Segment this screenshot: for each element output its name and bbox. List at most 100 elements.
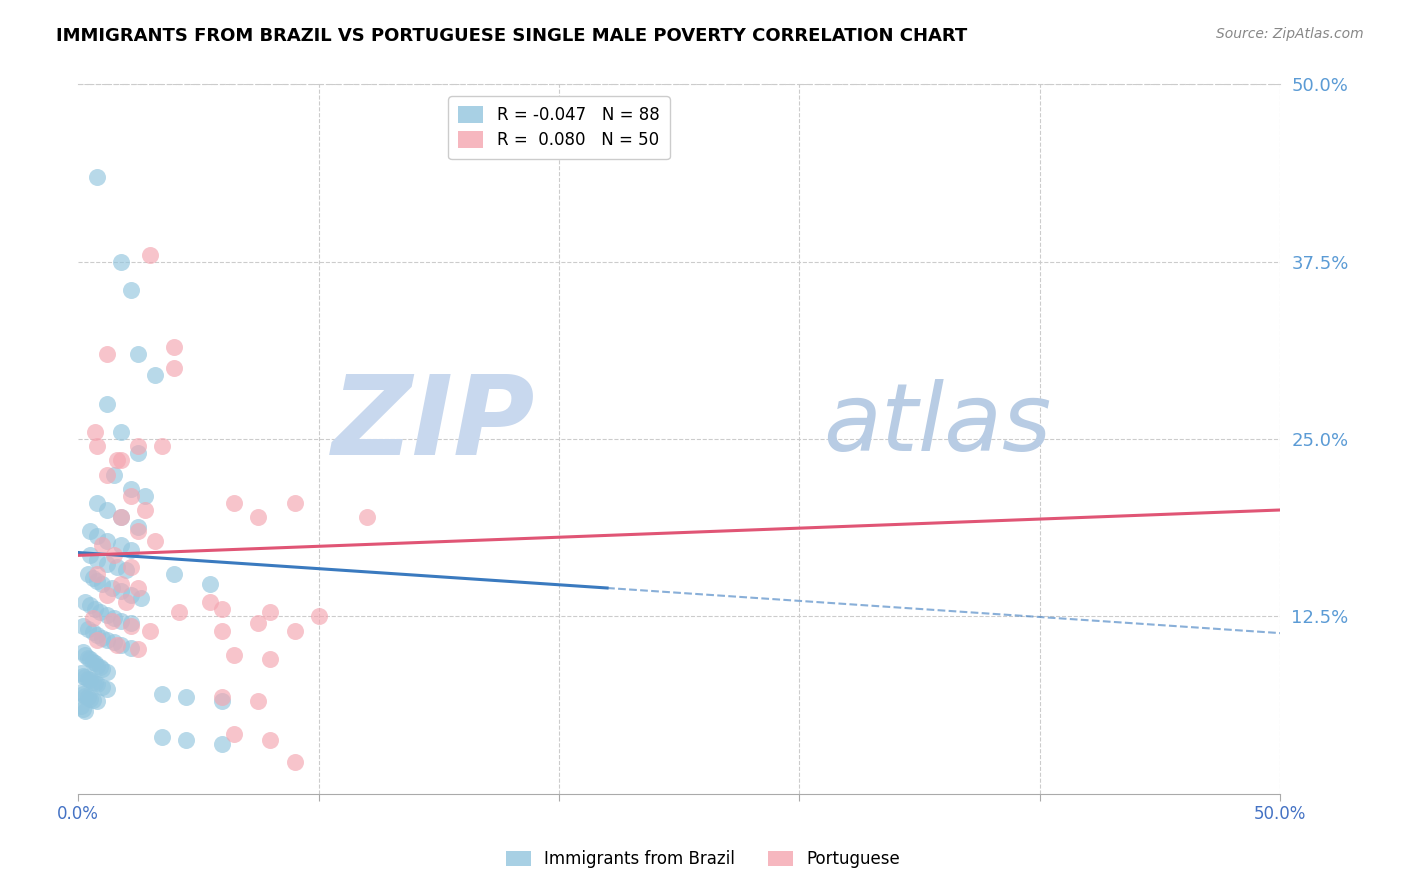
Point bbox=[103, 549, 125, 563]
Point bbox=[139, 624, 162, 638]
Point bbox=[110, 510, 132, 524]
Point bbox=[69, 666, 91, 681]
Point bbox=[86, 628, 108, 642]
Point bbox=[96, 681, 118, 696]
Point bbox=[110, 614, 132, 628]
Point bbox=[86, 574, 108, 588]
Point bbox=[96, 665, 118, 679]
Point bbox=[120, 640, 142, 655]
Point bbox=[76, 690, 98, 705]
Point bbox=[211, 694, 233, 708]
Point bbox=[356, 510, 378, 524]
Point bbox=[91, 538, 114, 552]
Point bbox=[127, 581, 149, 595]
Point bbox=[247, 616, 270, 631]
Point bbox=[101, 614, 124, 628]
Point bbox=[283, 624, 305, 638]
Point bbox=[143, 368, 166, 383]
Point bbox=[211, 602, 233, 616]
Point bbox=[86, 439, 108, 453]
Point bbox=[150, 730, 173, 744]
Point bbox=[115, 595, 138, 609]
Point bbox=[110, 538, 132, 552]
Point bbox=[82, 611, 104, 625]
Point bbox=[75, 670, 97, 684]
Text: IMMIGRANTS FROM BRAZIL VS PORTUGUESE SINGLE MALE POVERTY CORRELATION CHART: IMMIGRANTS FROM BRAZIL VS PORTUGUESE SIN… bbox=[56, 27, 967, 45]
Point bbox=[176, 690, 198, 705]
Point bbox=[79, 652, 101, 666]
Point bbox=[84, 676, 107, 690]
Point bbox=[247, 694, 270, 708]
Point bbox=[120, 542, 142, 557]
Point bbox=[82, 624, 104, 639]
Point bbox=[127, 446, 149, 460]
Text: ZIP: ZIP bbox=[332, 371, 534, 478]
Point bbox=[69, 698, 91, 713]
Point bbox=[120, 588, 142, 602]
Point bbox=[96, 396, 118, 410]
Point bbox=[105, 638, 128, 652]
Point bbox=[79, 673, 101, 688]
Point bbox=[259, 605, 281, 619]
Point bbox=[91, 681, 114, 695]
Point bbox=[283, 756, 305, 770]
Point bbox=[224, 496, 246, 510]
Point bbox=[163, 340, 186, 354]
Point bbox=[72, 701, 94, 715]
Point bbox=[91, 631, 114, 645]
Point bbox=[82, 571, 104, 585]
Point bbox=[134, 503, 156, 517]
Point bbox=[143, 534, 166, 549]
Point bbox=[150, 687, 173, 701]
Point bbox=[79, 598, 101, 612]
Point bbox=[76, 622, 98, 636]
Point bbox=[91, 662, 114, 676]
Point bbox=[200, 595, 222, 609]
Point bbox=[163, 566, 186, 581]
Point bbox=[82, 674, 104, 689]
Point bbox=[79, 549, 101, 563]
Point bbox=[120, 616, 142, 631]
Text: Source: ZipAtlas.com: Source: ZipAtlas.com bbox=[1216, 27, 1364, 41]
Point bbox=[86, 528, 108, 542]
Point bbox=[91, 576, 114, 591]
Point bbox=[72, 619, 94, 633]
Point bbox=[79, 524, 101, 539]
Point bbox=[139, 247, 162, 261]
Point bbox=[103, 611, 125, 625]
Point bbox=[224, 727, 246, 741]
Point bbox=[224, 648, 246, 662]
Point bbox=[79, 691, 101, 706]
Point bbox=[200, 576, 222, 591]
Point bbox=[96, 467, 118, 482]
Point bbox=[86, 633, 108, 648]
Point bbox=[96, 588, 118, 602]
Point bbox=[84, 602, 107, 616]
Point bbox=[86, 659, 108, 673]
Point bbox=[110, 510, 132, 524]
Point bbox=[72, 645, 94, 659]
Point bbox=[76, 672, 98, 686]
Point bbox=[86, 694, 108, 708]
Point bbox=[247, 510, 270, 524]
Point bbox=[75, 648, 97, 662]
Point bbox=[96, 557, 118, 571]
Point bbox=[86, 566, 108, 581]
Point bbox=[127, 642, 149, 657]
Point bbox=[101, 581, 124, 595]
Point bbox=[134, 489, 156, 503]
Point bbox=[129, 591, 152, 605]
Point bbox=[110, 453, 132, 467]
Point bbox=[75, 705, 97, 719]
Point bbox=[120, 619, 142, 633]
Point bbox=[176, 732, 198, 747]
Point bbox=[110, 254, 132, 268]
Point bbox=[86, 677, 108, 691]
Point bbox=[76, 566, 98, 581]
Point bbox=[84, 656, 107, 670]
Point bbox=[89, 605, 111, 619]
Point bbox=[105, 559, 128, 574]
Point bbox=[150, 439, 173, 453]
Point bbox=[86, 552, 108, 566]
Point bbox=[283, 496, 305, 510]
